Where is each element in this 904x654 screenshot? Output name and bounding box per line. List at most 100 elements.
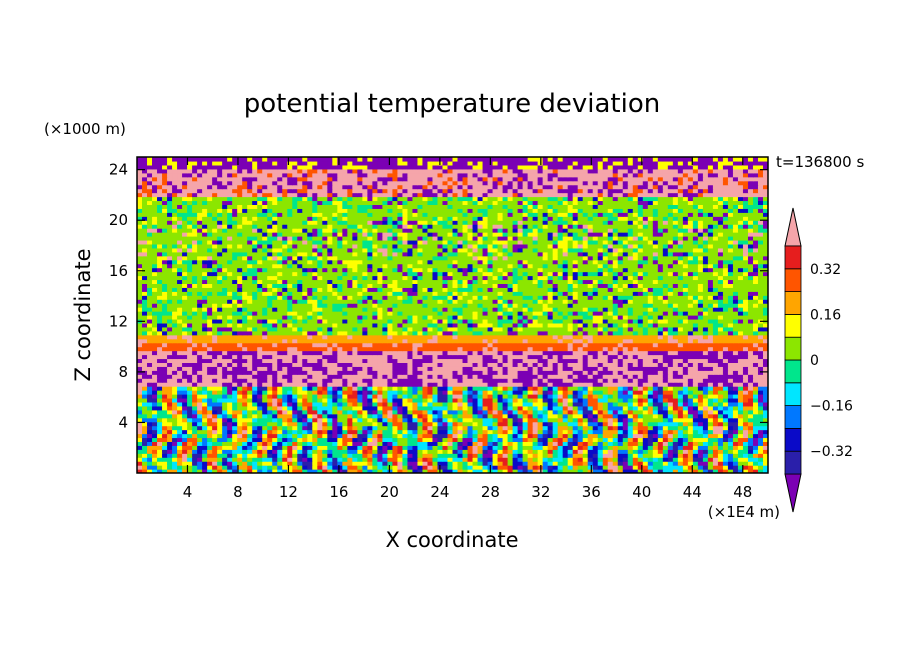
heatmap-cell — [382, 469, 388, 473]
heatmap-cell — [567, 370, 574, 375]
heatmap-cell — [512, 322, 519, 328]
x-units-label: (×1E4 m) — [708, 503, 780, 521]
heatmap-cell — [377, 405, 383, 411]
heatmap-cell — [377, 417, 383, 423]
heatmap-cell — [622, 425, 629, 431]
heatmap-cell — [307, 421, 313, 427]
heatmap-cell — [307, 394, 313, 399]
heatmap-cell — [332, 382, 338, 387]
heatmap-cell — [147, 445, 153, 450]
heatmap-cell — [342, 378, 348, 383]
heatmap-cell — [247, 326, 253, 332]
heatmap-cell — [322, 366, 328, 371]
heatmap-cell — [307, 457, 313, 462]
heatmap-cell — [242, 421, 248, 427]
heatmap-cell — [237, 457, 243, 462]
heatmap-cell — [482, 346, 489, 352]
heatmap-cell — [607, 378, 614, 383]
heatmap-cell — [177, 378, 183, 383]
heatmap-cell — [302, 334, 308, 340]
heatmap-cell — [502, 334, 509, 340]
heatmap-cell — [602, 409, 609, 415]
heatmap-cell — [437, 370, 444, 375]
heatmap-cell — [542, 354, 549, 360]
heatmap-cell — [242, 358, 248, 363]
heatmap-cell — [762, 461, 768, 466]
heatmap-cell — [502, 413, 509, 419]
heatmap-cell — [537, 330, 544, 336]
heatmap-cell — [557, 318, 564, 324]
heatmap-cell — [172, 405, 178, 411]
heatmap-cell — [447, 405, 454, 411]
heatmap-cell — [337, 449, 343, 454]
heatmap-cell — [617, 429, 624, 435]
heatmap-cell — [682, 318, 689, 324]
heatmap-cell — [467, 386, 474, 391]
heatmap-cell — [237, 326, 243, 332]
heatmap-cell — [272, 461, 278, 466]
heatmap-cell — [432, 390, 439, 395]
heatmap-cell — [502, 457, 509, 462]
heatmap-cell — [732, 409, 739, 415]
heatmap-cell — [717, 441, 724, 446]
heatmap-cell — [422, 374, 429, 379]
time-label: t=136800 s — [776, 153, 864, 171]
heatmap-cell — [237, 358, 243, 363]
heatmap-cell — [242, 445, 248, 450]
heatmap-cell — [717, 318, 724, 324]
heatmap-cell — [622, 338, 629, 344]
heatmap-cell — [477, 429, 484, 435]
heatmap-cell — [197, 429, 203, 435]
heatmap-cell — [557, 401, 564, 407]
heatmap-cell — [482, 437, 489, 442]
heatmap-cell — [192, 358, 198, 363]
heatmap-cell — [417, 457, 424, 462]
heatmap-cell — [437, 405, 444, 411]
heatmap-cell — [177, 390, 183, 395]
heatmap-cell — [597, 374, 604, 379]
heatmap-cell — [432, 453, 439, 458]
heatmap-cell — [557, 445, 564, 450]
heatmap-cell — [472, 390, 479, 395]
heatmap-cell — [342, 465, 348, 470]
heatmap-cell — [672, 354, 679, 360]
heatmap-cell — [677, 453, 684, 458]
heatmap-cell — [472, 453, 479, 458]
heatmap-cell — [592, 417, 599, 423]
heatmap-cell — [587, 326, 594, 332]
heatmap-cell — [682, 354, 689, 360]
heatmap-cell — [167, 449, 173, 454]
heatmap-cell — [167, 374, 173, 379]
y-axis-label: Z coordinate — [71, 248, 95, 381]
heatmap-cell — [317, 366, 323, 371]
heatmap-cell — [647, 441, 654, 446]
heatmap-cell — [152, 374, 158, 379]
heatmap-cell — [447, 370, 454, 375]
heatmap-cell — [572, 413, 579, 419]
heatmap-cell — [527, 433, 534, 439]
heatmap-cell — [617, 346, 624, 352]
heatmap-cell — [222, 405, 228, 411]
heatmap-cell — [402, 413, 409, 419]
heatmap-cell — [227, 338, 233, 344]
heatmap-cell — [147, 417, 153, 423]
heatmap-cell — [337, 461, 343, 466]
heatmap-cell — [487, 362, 494, 367]
heatmap-cell — [367, 362, 373, 367]
heatmap-cell — [187, 417, 193, 423]
heatmap-cell — [322, 362, 328, 367]
heatmap-cell — [217, 342, 223, 348]
heatmap-cell — [452, 370, 459, 375]
heatmap-cell — [702, 461, 709, 466]
heatmap-cell — [277, 405, 283, 411]
heatmap-cell — [427, 405, 434, 411]
heatmap-cell — [427, 397, 434, 403]
heatmap-cell — [217, 437, 223, 442]
heatmap-cell — [717, 366, 724, 371]
heatmap-cell — [192, 394, 198, 399]
heatmap-cell — [572, 370, 579, 375]
heatmap-cell — [327, 322, 333, 328]
heatmap-cell — [427, 433, 434, 439]
heatmap-cell — [202, 449, 208, 454]
heatmap-cell — [157, 417, 163, 423]
